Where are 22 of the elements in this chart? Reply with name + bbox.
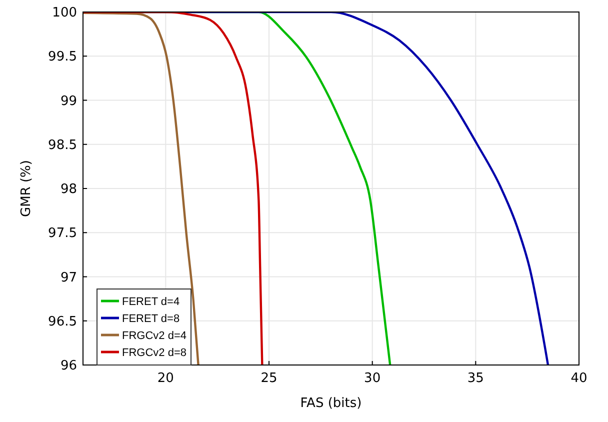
x-tick-label: 25 bbox=[260, 371, 278, 386]
legend-label: FERET d=4 bbox=[122, 296, 180, 308]
x-axis-title: FAS (bits) bbox=[300, 396, 362, 411]
y-tick-label: 96 bbox=[60, 358, 77, 374]
y-tick-label: 99 bbox=[60, 94, 77, 109]
x-tick-label: 40 bbox=[570, 371, 588, 386]
y-tick-label: 98 bbox=[60, 182, 77, 198]
y-tick-label: 98.5 bbox=[48, 138, 77, 153]
x-tick-label: 35 bbox=[467, 371, 484, 386]
y-tick-label: 97.5 bbox=[48, 226, 77, 242]
line-series bbox=[83, 12, 264, 365]
y-tick-label: 96.5 bbox=[48, 314, 77, 330]
y-axis-title: GMR (%) bbox=[19, 160, 34, 217]
y-tick-label: 99.5 bbox=[48, 50, 77, 65]
legend-label: FERET d=8 bbox=[122, 312, 180, 325]
line-series bbox=[83, 12, 200, 365]
y-tick-label: 97 bbox=[60, 270, 77, 286]
x-tick-label: 30 bbox=[364, 371, 381, 386]
x-tick-label: 20 bbox=[157, 371, 174, 386]
legend-label: FRGCv2 d=4 bbox=[122, 330, 186, 342]
y-tick-label: 100 bbox=[52, 6, 77, 21]
legend-label: FRGCv2 d=8 bbox=[122, 346, 186, 359]
